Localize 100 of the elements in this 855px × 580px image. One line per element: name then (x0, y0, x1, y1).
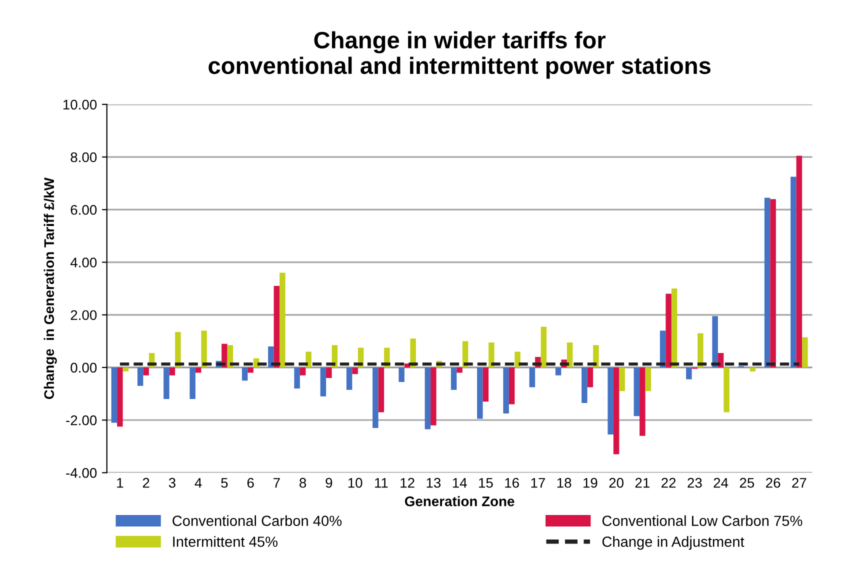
legend-label: Change in Adjustment (602, 536, 744, 550)
x-tick-label: 7 (274, 478, 280, 488)
x-tick-label: 2 (142, 478, 150, 488)
bar (169, 367, 176, 376)
bar (456, 367, 462, 373)
x-tick-label: 22 (662, 478, 676, 488)
x-tick-label: 11 (375, 478, 388, 488)
bar (566, 342, 573, 368)
y-tick-label: 6.00 (70, 204, 97, 215)
x-tick-label: 21 (635, 478, 650, 488)
x-tick-label: 14 (452, 478, 467, 488)
bar (587, 367, 594, 388)
bar (320, 367, 326, 396)
bar (326, 367, 332, 378)
bar (555, 367, 562, 376)
legend-label: Conventional Carbon 40% (172, 515, 342, 526)
bar (634, 367, 640, 416)
x-tick-label: 4 (194, 478, 202, 488)
bar (619, 367, 625, 392)
bar (424, 367, 431, 430)
y-axis-title: Change in Generation Tariff £/kW (44, 178, 57, 399)
x-tick-label: 12 (400, 478, 414, 488)
bar (248, 367, 254, 373)
bar (117, 367, 123, 427)
x-tick-label: 19 (584, 478, 598, 488)
x-tick-label: 26 (766, 478, 780, 488)
bar (796, 156, 802, 368)
bar (201, 330, 207, 368)
bar (540, 326, 547, 368)
x-tick-label: 16 (505, 478, 519, 488)
y-tick-label: 0.00 (70, 362, 97, 373)
x-tick-label: 24 (714, 478, 728, 488)
x-tick-label: 17 (531, 478, 545, 488)
bar (111, 367, 118, 423)
bar (608, 367, 614, 435)
bar (242, 367, 248, 381)
bar (686, 367, 692, 380)
bar (122, 367, 129, 372)
bar (477, 367, 483, 419)
x-tick-label: 10 (348, 478, 362, 488)
bar (274, 286, 280, 368)
x-tick-label: 25 (740, 478, 754, 488)
bar (508, 367, 515, 404)
x-tick-label: 13 (426, 478, 441, 488)
bar (430, 367, 436, 426)
bar (378, 367, 384, 412)
bar (770, 199, 776, 368)
y-tick-label: 2.00 (70, 310, 97, 320)
x-axis-title: Generation Zone (404, 496, 514, 506)
bar (346, 367, 352, 390)
bar (372, 367, 378, 428)
bar (750, 367, 756, 372)
bar (164, 367, 170, 400)
bar (724, 367, 730, 412)
bar (488, 342, 494, 368)
bar (613, 367, 620, 454)
bar (143, 367, 149, 376)
bar (137, 367, 144, 386)
y-tick-label: 8.00 (70, 152, 97, 162)
bar (222, 344, 228, 368)
x-tick-label: 27 (792, 478, 806, 488)
bar (398, 367, 404, 382)
bar (280, 272, 286, 368)
bar (300, 367, 306, 376)
bar (593, 345, 599, 368)
y-tick-label: 4.00 (70, 258, 97, 268)
y-tick-label: -4.00 (66, 468, 97, 478)
bar (582, 367, 588, 403)
legend-label: Intermittent 45% (173, 536, 278, 547)
x-tick-label: 9 (326, 478, 332, 488)
bar (352, 367, 358, 374)
x-tick-label: 6 (247, 478, 254, 488)
bar (450, 367, 457, 390)
legend-label: Conventional Low Carbon 75% (602, 515, 802, 526)
x-tick-label: 1 (117, 478, 124, 488)
bar (268, 346, 274, 368)
bar (514, 352, 520, 368)
bar (645, 367, 652, 392)
bar (190, 367, 196, 400)
y-tick-label: -2.00 (66, 415, 97, 426)
bar (764, 198, 770, 368)
bar (175, 332, 181, 368)
chart-title: Change in wider tariffs for conventional and intermittent power stations (208, 31, 710, 79)
bar (306, 352, 312, 368)
bar (482, 367, 489, 402)
x-tick-label: 23 (688, 478, 702, 488)
y-tick-label: 10.00 (63, 100, 97, 110)
x-tick-label: 15 (479, 478, 493, 488)
x-tick-label: 20 (609, 478, 624, 488)
bar (671, 288, 678, 368)
bar (790, 176, 796, 368)
x-tick-label: 8 (300, 478, 306, 488)
x-tick-label: 5 (221, 478, 228, 488)
bar (503, 367, 509, 414)
x-tick-label: 18 (557, 478, 572, 488)
bar (666, 294, 672, 368)
bar (529, 367, 536, 388)
bar (640, 367, 646, 436)
bar (698, 333, 704, 368)
bar (294, 367, 300, 389)
